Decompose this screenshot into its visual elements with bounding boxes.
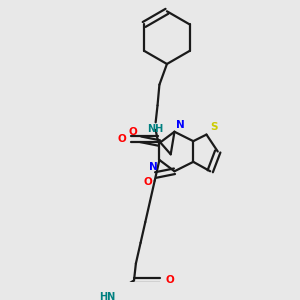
Text: HN: HN (99, 292, 115, 300)
Text: N: N (149, 162, 158, 172)
Text: O: O (165, 275, 174, 285)
Text: O: O (128, 128, 137, 137)
Text: O: O (143, 177, 152, 187)
Text: NH: NH (148, 124, 164, 134)
Text: S: S (210, 122, 218, 132)
Text: O: O (118, 134, 127, 144)
Text: N: N (176, 120, 185, 130)
